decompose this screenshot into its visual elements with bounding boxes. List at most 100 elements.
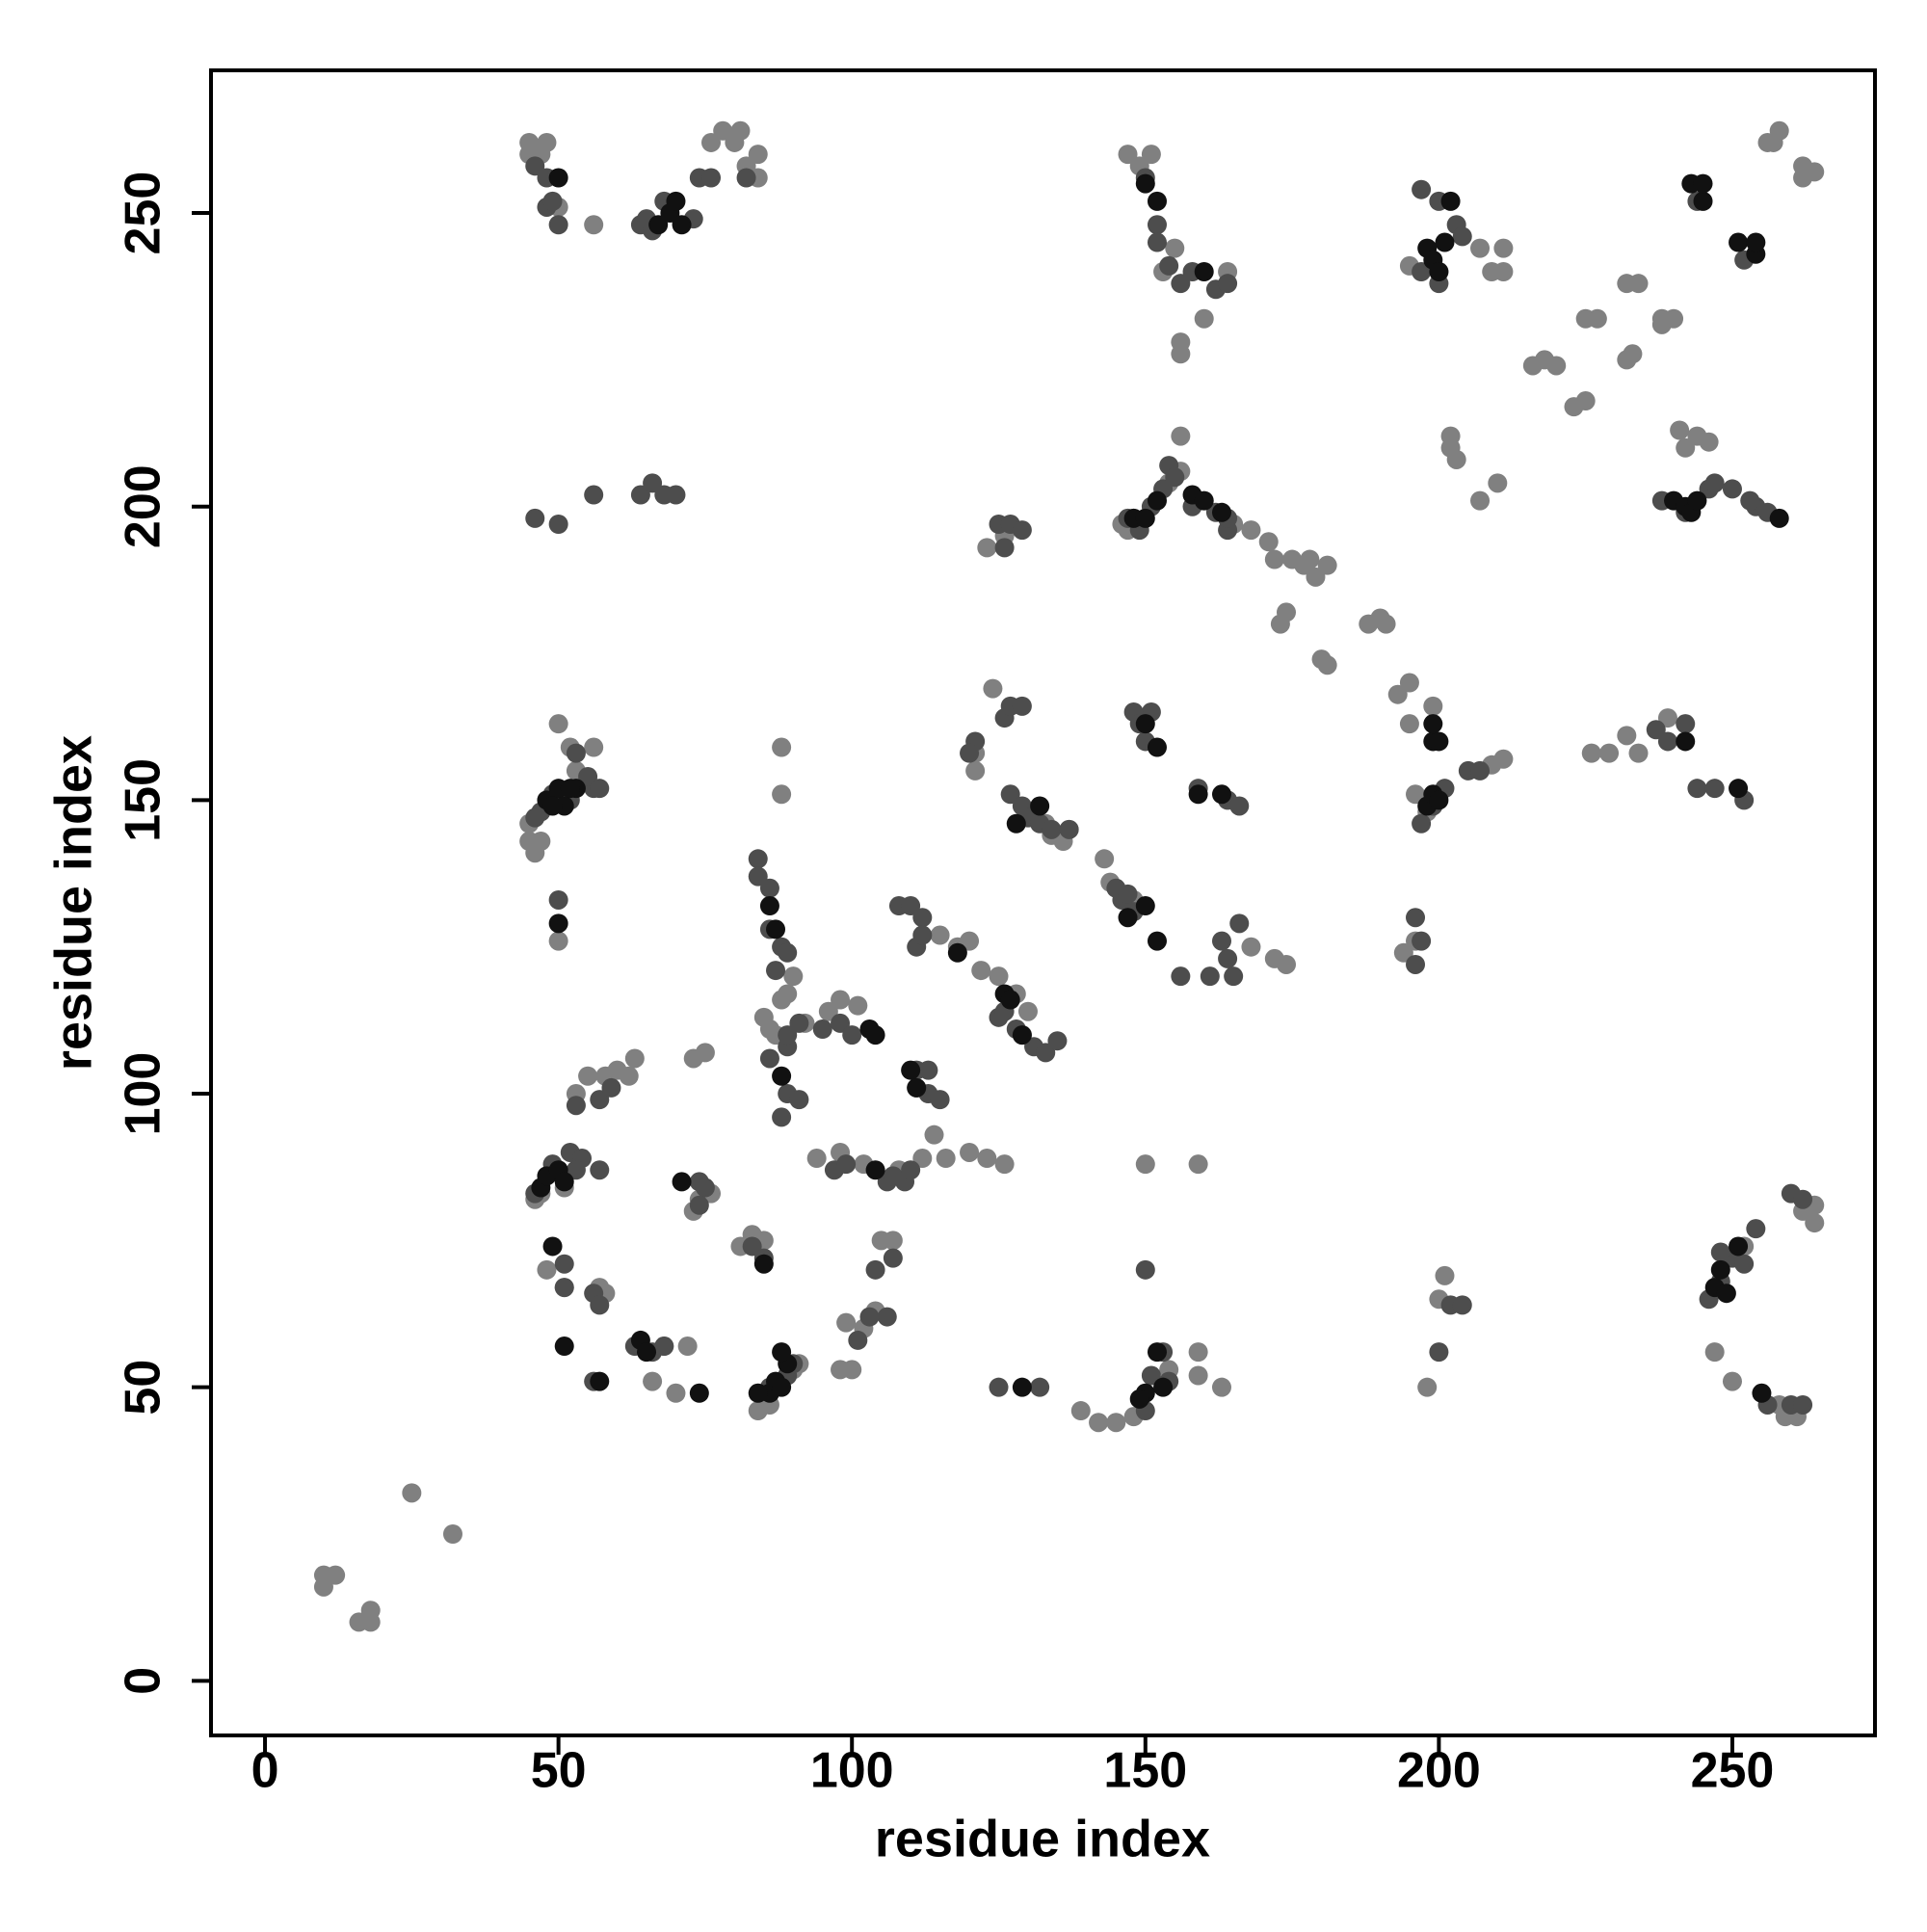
point: [1452, 226, 1472, 247]
x-tick-label: 100: [810, 1743, 894, 1799]
point: [531, 832, 551, 852]
point: [865, 1259, 885, 1280]
point: [1200, 966, 1220, 987]
point: [1423, 696, 1443, 716]
point: [689, 1195, 709, 1215]
point: [578, 766, 598, 786]
point: [1617, 726, 1637, 746]
point: [402, 1483, 422, 1503]
point: [831, 990, 851, 1010]
point: [643, 1371, 663, 1391]
point: [1412, 813, 1432, 834]
point: [1194, 261, 1214, 281]
point: [1188, 1342, 1208, 1363]
point: [1282, 549, 1303, 569]
point: [519, 132, 540, 152]
point: [772, 1342, 792, 1363]
point: [566, 1160, 586, 1180]
point: [865, 1160, 885, 1180]
point: [901, 1060, 921, 1080]
point: [1012, 520, 1032, 541]
point: [918, 1060, 938, 1080]
point: [1264, 948, 1284, 968]
point: [1129, 1389, 1149, 1409]
point: [983, 678, 1003, 699]
point: [930, 1090, 950, 1110]
point: [1264, 549, 1284, 569]
point: [637, 1342, 657, 1363]
point: [1704, 473, 1725, 493]
point: [1769, 120, 1789, 141]
point: [1412, 179, 1432, 199]
point: [1171, 344, 1191, 364]
point: [590, 1160, 610, 1180]
point: [1769, 508, 1789, 528]
point: [1793, 1189, 1813, 1209]
point: [1258, 532, 1279, 552]
point: [1704, 1342, 1725, 1363]
point: [1135, 173, 1155, 194]
point: [654, 1337, 674, 1357]
point: [883, 1231, 903, 1251]
y-tick-label: 150: [116, 758, 172, 842]
point: [590, 1090, 610, 1110]
point: [1399, 673, 1419, 693]
point: [1746, 232, 1766, 252]
point: [1657, 708, 1677, 728]
point: [748, 849, 768, 869]
point: [1435, 1265, 1455, 1285]
point: [1141, 145, 1161, 165]
point: [1070, 1401, 1091, 1421]
point: [753, 1254, 774, 1274]
point: [1581, 743, 1601, 763]
point: [1147, 191, 1167, 211]
point: [1306, 567, 1326, 587]
point: [1493, 261, 1514, 281]
point: [1147, 215, 1167, 235]
point: [994, 538, 1015, 558]
point: [1676, 437, 1696, 458]
point: [1188, 1365, 1208, 1386]
point: [1030, 1377, 1050, 1397]
x-tick-label: 250: [1691, 1743, 1775, 1799]
point: [742, 1236, 762, 1257]
point: [1729, 779, 1749, 799]
point: [1135, 1154, 1155, 1175]
point: [912, 908, 933, 928]
point: [554, 1337, 574, 1357]
point: [1211, 784, 1231, 805]
point: [525, 156, 545, 176]
point: [1229, 796, 1250, 816]
point: [1042, 819, 1062, 839]
point: [1194, 308, 1214, 329]
point: [924, 1125, 944, 1145]
point: [1793, 1394, 1813, 1415]
point: [1006, 813, 1026, 834]
point: [831, 1360, 851, 1380]
point: [812, 1019, 832, 1040]
point: [326, 1565, 346, 1585]
point: [1628, 743, 1649, 763]
point: [1710, 1242, 1730, 1262]
point: [1805, 1213, 1825, 1233]
point: [695, 1178, 715, 1198]
point: [1211, 502, 1231, 522]
point: [1757, 132, 1778, 152]
point: [877, 1307, 897, 1327]
point: [442, 1524, 462, 1545]
point: [1118, 884, 1138, 904]
point: [1693, 173, 1713, 194]
point: [1676, 731, 1696, 752]
point: [766, 961, 786, 981]
point: [1493, 749, 1514, 769]
point: [1651, 314, 1672, 334]
point: [1017, 1001, 1038, 1021]
point: [537, 132, 557, 152]
point: [677, 1337, 698, 1357]
point: [360, 1601, 381, 1621]
point: [1729, 1236, 1749, 1257]
point: [994, 1154, 1015, 1175]
point: [542, 796, 563, 816]
point: [1135, 714, 1155, 734]
